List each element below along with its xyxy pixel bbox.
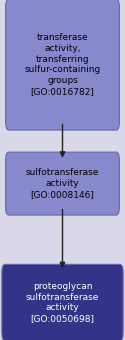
FancyBboxPatch shape: [2, 265, 123, 340]
Text: sulfotransferase
activity
[GO:0008146]: sulfotransferase activity [GO:0008146]: [26, 168, 99, 199]
Text: proteoglycan
sulfotransferase
activity
[GO:0050698]: proteoglycan sulfotransferase activity […: [26, 282, 99, 323]
FancyBboxPatch shape: [6, 0, 119, 130]
FancyBboxPatch shape: [6, 152, 119, 215]
Text: transferase
activity,
transferring
sulfur-containing
groups
[GO:0016782]: transferase activity, transferring sulfu…: [24, 33, 101, 96]
